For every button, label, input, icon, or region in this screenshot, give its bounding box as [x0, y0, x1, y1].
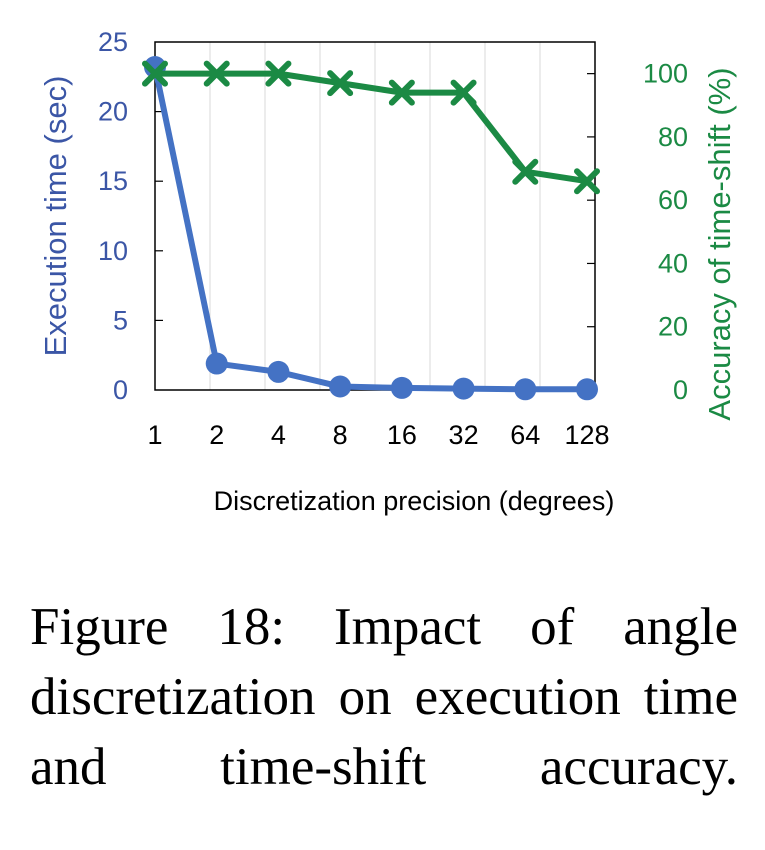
- accuracy-marker-stroke: [327, 70, 354, 97]
- accuracy-point: [574, 168, 600, 195]
- series: [142, 56, 600, 401]
- accuracy-point: [203, 60, 230, 87]
- x-tick-label: 4: [271, 420, 286, 450]
- accuracy-marker-stroke: [388, 79, 415, 106]
- execution-time-point: [514, 378, 537, 401]
- accuracy-point: [450, 79, 477, 106]
- accuracy-marker-stroke: [265, 60, 292, 87]
- execution-time-point: [452, 377, 475, 400]
- x-tick-label: 2: [209, 420, 224, 450]
- y-left-axis-label: Execution time (sec): [38, 76, 73, 357]
- accuracy-marker-stroke: [142, 60, 168, 87]
- x-tick-label: 32: [449, 420, 479, 450]
- y-right-tick-label: 80: [658, 122, 688, 152]
- x-tick-label: 1: [147, 420, 162, 450]
- y-left-tick-label: 10: [98, 236, 128, 266]
- y-right-tick-label: 60: [658, 185, 688, 215]
- accuracy-marker-stroke: [450, 79, 477, 106]
- y-left-tick-label: 5: [113, 305, 128, 335]
- x-tick-label: 16: [387, 420, 417, 450]
- figure-caption: Figure 18: Impact of angle discretizatio…: [30, 598, 738, 796]
- y-right-tick-label: 100: [643, 59, 688, 89]
- accuracy-line: [155, 70, 588, 185]
- accuracy-marker-stroke: [203, 60, 230, 87]
- x-tick-label: 128: [564, 420, 609, 450]
- grid: [155, 42, 595, 390]
- accuracy-point: [512, 158, 539, 185]
- execution-time-point: [329, 375, 352, 398]
- execution-time-point: [205, 352, 228, 375]
- x-axis-label: Discretization precision (degrees): [214, 486, 615, 516]
- x-tick-label: 64: [510, 420, 540, 450]
- dual-axis-line-chart: 0 5 10 15 20 25 0 20 40 60 80 100 1 2 4 8 16 32 64 128 Exec…: [38, 27, 737, 516]
- y-right-axis-label: Accuracy of time-shift (%): [702, 67, 737, 420]
- y-left-tick-label: 25: [98, 27, 128, 57]
- y-right-tick-label: 0: [673, 375, 688, 405]
- accuracy-point: [327, 70, 354, 97]
- accuracy-marker-stroke: [512, 158, 539, 185]
- y-right-tick-label: 40: [658, 248, 688, 278]
- execution-time-point: [576, 378, 598, 401]
- tick-labels: 0 5 10 15 20 25 0 20 40 60 80 100 1 2 4 8 16 32 64 128: [98, 27, 688, 450]
- y-left-tick-label: 15: [98, 166, 128, 196]
- accuracy-point: [388, 79, 415, 106]
- x-tick-label: 8: [333, 420, 348, 450]
- accuracy-marker-stroke: [574, 168, 600, 195]
- execution-time-line: [152, 66, 587, 393]
- accuracy-point: [142, 60, 168, 87]
- y-left-tick-label: 0: [113, 375, 128, 405]
- y-left-tick-label: 20: [98, 97, 128, 127]
- execution-time-point: [267, 360, 290, 383]
- accuracy-point: [265, 60, 292, 87]
- execution-time-point: [390, 376, 413, 399]
- y-right-tick-label: 20: [658, 312, 688, 342]
